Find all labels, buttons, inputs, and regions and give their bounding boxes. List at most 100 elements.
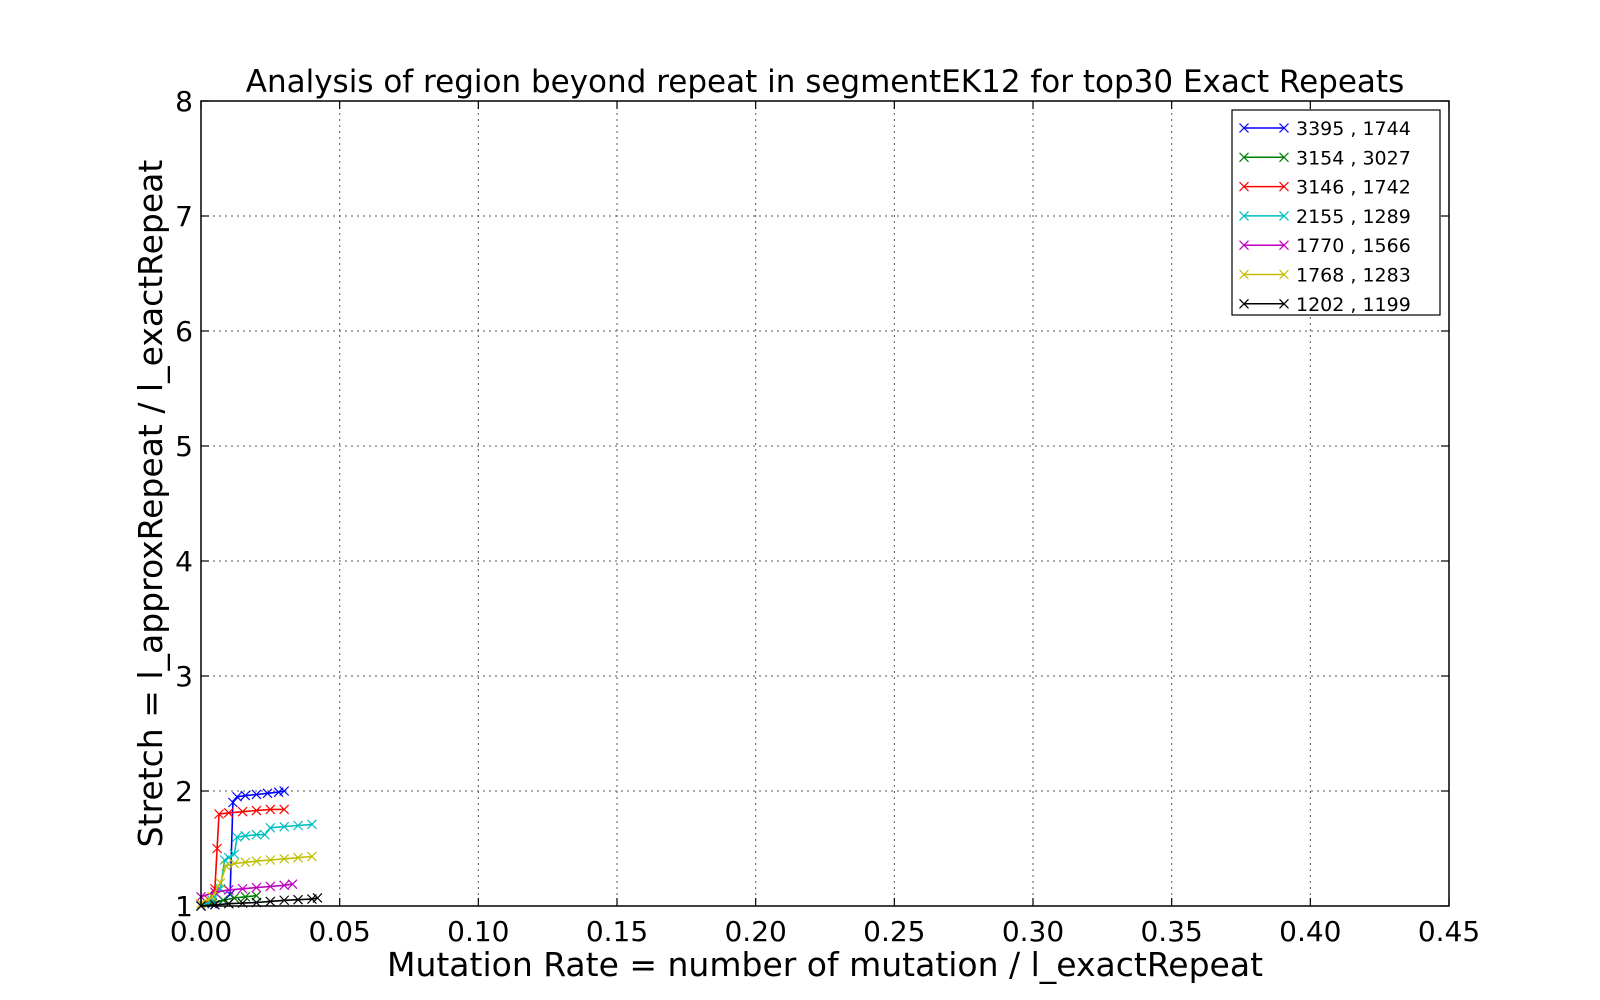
legend-item: 1768 , 1283 [1239,265,1411,287]
legend-label: 3146 , 1742 [1296,177,1411,199]
legend-marker [1279,181,1289,192]
x-tick-label: 0.30 [1002,915,1064,948]
data-point-marker [259,829,270,840]
data-point-marker [312,893,323,903]
data-point-marker [265,855,276,865]
legend-marker [1279,210,1289,221]
data-point-marker [251,856,262,867]
data-point-marker [265,822,276,833]
y-tick-label: 4 [175,545,193,578]
legend-label: 1768 , 1283 [1296,265,1411,287]
data-point-marker [229,858,240,869]
series-line [200,897,318,907]
legend-marker [1279,123,1289,133]
data-point-marker [232,791,242,802]
chart-title: Analysis of region beyond repeat in segm… [246,64,1404,100]
y-tick-label: 7 [175,200,193,233]
data-point-marker [212,843,223,854]
y-tick-label: 6 [175,315,193,348]
data-point-marker [265,896,276,907]
plot-series [196,786,323,911]
data-point-marker [251,789,262,800]
data-point-marker [279,853,290,864]
legend-marker [1279,269,1289,280]
legend-marker [1279,298,1289,309]
data-point-marker [293,894,303,905]
axis-ticks: 0.00 0.05 0.10 0.15 0.20 0.25 0.30 0.35 0.40 0.45… [170,85,1480,948]
x-tick-label: 0.25 [863,915,925,948]
legend-item: 1202 , 1199 [1239,294,1411,316]
data-point-marker [240,830,251,841]
data-point-marker [251,829,262,840]
legend-label: 3395 , 1744 [1296,118,1411,140]
legend-marker [1239,210,1249,221]
y-tick-label: 8 [175,85,193,118]
data-point-marker [279,880,290,891]
data-point-marker [207,895,218,906]
legend-label: 3154 , 3027 [1296,147,1411,169]
data-point-marker [223,884,234,895]
plot-frame [200,100,1450,907]
data-point-marker [279,821,290,832]
data-point-marker [251,890,262,901]
data-point-marker [214,809,224,819]
legend-item: 1770 , 1566 [1239,235,1411,257]
data-point-marker [265,804,276,815]
y-tick-label: 2 [175,775,193,808]
data-point-marker [293,852,303,863]
y-tick-label: 5 [175,430,193,463]
legend-item: 2155 , 1289 [1239,206,1411,228]
data-point-marker [265,881,276,892]
data-point-marker [232,832,242,842]
legend-item: 3395 , 1744 [1239,118,1411,140]
data-point-marker [251,882,262,893]
legend-box [1231,109,1441,316]
data-point-marker [215,878,226,888]
data-point-marker [279,786,290,796]
data-point-marker [240,891,251,902]
data-point-marker [221,860,231,871]
x-tick-label: 0.10 [447,915,509,948]
data-point-marker [279,895,290,906]
x-tick-label: 0.45 [1418,915,1480,948]
legend-marker [1239,240,1249,251]
data-point-marker [293,820,303,831]
data-point-marker [307,851,317,862]
data-point-marker [287,879,298,890]
legend-marker [1239,181,1249,192]
data-point-marker [237,883,248,894]
series-5 [196,851,317,909]
data-point-marker [279,804,290,815]
legend-label: 1202 , 1199 [1296,294,1411,316]
legend-marker [1279,240,1289,251]
x-tick-label: 0.00 [170,915,232,948]
legend-marker [1239,269,1249,280]
data-point-marker [223,807,234,818]
legend-label: 2155 , 1289 [1296,206,1411,228]
x-tick-label: 0.20 [724,915,786,948]
x-tick-label: 0.15 [586,915,648,948]
x-tick-label: 0.05 [308,915,370,948]
series-line [200,894,257,907]
data-point-marker [237,806,248,817]
x-axis-label: Mutation Rate = number of mutation / l_e… [387,945,1263,984]
legend-item: 3146 , 1742 [1239,177,1411,199]
data-point-marker [227,797,238,808]
y-axis-label: Stretch = l_approxRepeat / l_exactRepeat [131,160,170,848]
data-point-marker [262,788,273,799]
legend-marker [1239,152,1249,163]
data-point-marker [229,849,240,860]
legend-item: 3154 , 3027 [1239,147,1411,169]
data-point-marker [240,790,251,801]
series-line [200,883,293,898]
legend-marker [1239,123,1249,133]
x-tick-label: 0.40 [1279,915,1341,948]
y-tick-label: 1 [175,890,193,923]
legend-marker [1239,298,1249,309]
data-point-marker [251,805,262,816]
legend-label: 1770 , 1566 [1296,235,1411,257]
data-point-marker [240,857,251,868]
series-4 [196,879,298,902]
data-point-marker [307,819,317,830]
